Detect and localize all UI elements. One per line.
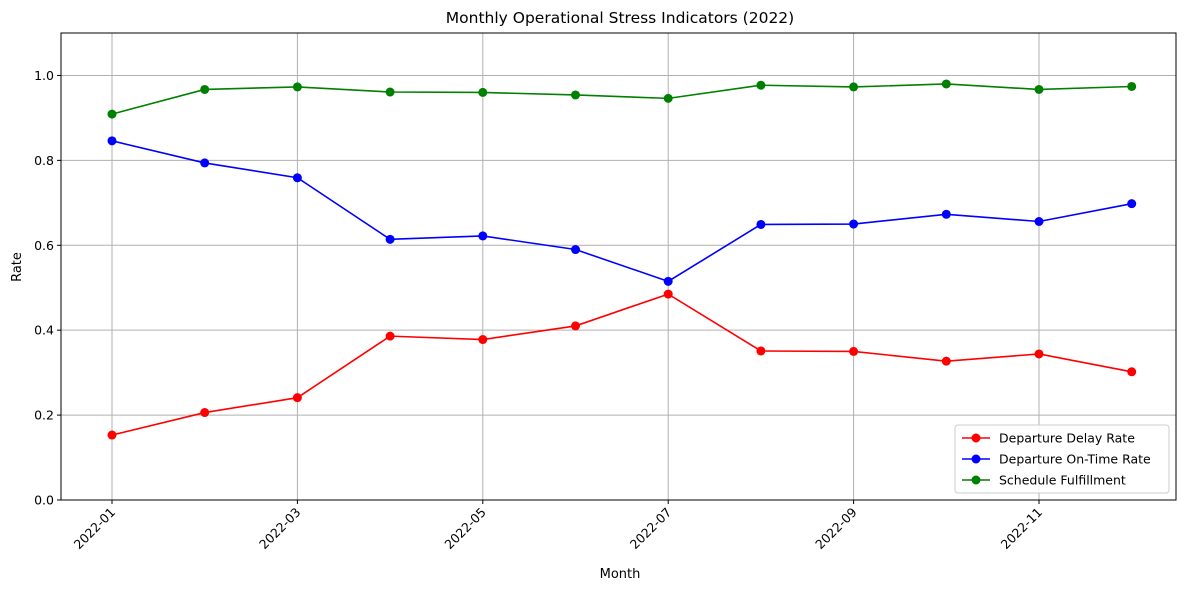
data-point xyxy=(1127,81,1137,91)
legend-swatch-marker xyxy=(971,475,981,485)
data-point xyxy=(107,136,117,146)
data-point xyxy=(941,356,951,366)
series-2 xyxy=(107,136,1137,286)
data-point xyxy=(663,289,673,299)
y-axis: 0.0 0.2 0.4 0.6 0.8 1.0 xyxy=(34,68,61,508)
plot-area-frame xyxy=(60,32,1177,501)
data-point xyxy=(849,346,859,356)
y-tick-label: 0.8 xyxy=(34,153,54,168)
data-point xyxy=(849,82,859,92)
data-point xyxy=(292,173,302,183)
data-point xyxy=(200,408,210,418)
grid xyxy=(61,33,1176,501)
data-point xyxy=(385,234,395,244)
data-point xyxy=(849,219,859,229)
data-point xyxy=(663,276,673,286)
x-tick-label: 2022-05 xyxy=(441,505,489,553)
series-1 xyxy=(107,289,1137,440)
data-point xyxy=(292,82,302,92)
data-point xyxy=(200,84,210,94)
series-line xyxy=(111,140,1132,283)
x-tick-label: 2022-11 xyxy=(998,505,1046,553)
legend-entry: Departure Delay Rate xyxy=(962,431,1135,446)
x-axis: 2022-01 2022-03 2022-05 2022-07 2022-09 2022-… xyxy=(71,500,1046,553)
data-point xyxy=(1034,349,1044,359)
series-group xyxy=(107,79,1137,440)
data-point xyxy=(200,158,210,168)
y-axis-label: Rate xyxy=(10,252,25,282)
data-point xyxy=(663,93,673,103)
data-point xyxy=(1034,216,1044,226)
series-3 xyxy=(107,79,1137,119)
legend-entry: Schedule Fulfillment xyxy=(962,473,1126,488)
x-tick-label: 2022-07 xyxy=(627,505,675,553)
legend-label: Departure On-Time Rate xyxy=(999,452,1151,467)
data-point xyxy=(478,231,488,241)
data-point xyxy=(756,346,766,356)
data-point xyxy=(941,79,951,89)
legend-entry: Departure On-Time Rate xyxy=(962,452,1151,467)
data-point xyxy=(107,109,117,119)
data-point xyxy=(571,321,580,331)
legend-swatch-marker xyxy=(971,454,981,464)
data-point xyxy=(1127,367,1137,377)
data-point xyxy=(756,80,766,90)
data-point xyxy=(385,331,395,341)
x-axis-label: Month xyxy=(600,567,641,582)
series-line xyxy=(111,293,1132,436)
data-point xyxy=(571,245,580,255)
data-point xyxy=(571,90,580,100)
y-tick-label: 0.4 xyxy=(34,323,54,338)
data-point xyxy=(478,335,488,345)
data-point xyxy=(1034,84,1044,94)
series-line xyxy=(111,83,1132,115)
x-tick-label: 2022-03 xyxy=(256,505,304,553)
legend-label: Departure Delay Rate xyxy=(999,431,1135,446)
legend: Departure Delay Rate Departure On-Time Ra… xyxy=(954,424,1170,494)
data-point xyxy=(1127,199,1137,209)
y-tick-label: 0.2 xyxy=(34,408,54,423)
data-point xyxy=(292,393,302,403)
data-point xyxy=(107,430,117,440)
legend-label: Schedule Fulfillment xyxy=(999,473,1126,488)
legend-swatch-marker xyxy=(971,433,981,443)
x-tick-label: 2022-09 xyxy=(812,504,860,552)
data-point xyxy=(756,219,766,229)
data-point xyxy=(385,87,395,97)
y-tick-label: 0.6 xyxy=(34,238,54,253)
data-point xyxy=(478,87,488,97)
y-tick-label: 1.0 xyxy=(34,68,54,83)
chart-title: Monthly Operational Stress Indicators (2… xyxy=(446,9,794,27)
data-point xyxy=(941,209,951,219)
y-tick-label: 0.0 xyxy=(34,493,54,508)
legend-box xyxy=(954,424,1170,494)
x-tick-label: 2022-01 xyxy=(71,505,119,553)
